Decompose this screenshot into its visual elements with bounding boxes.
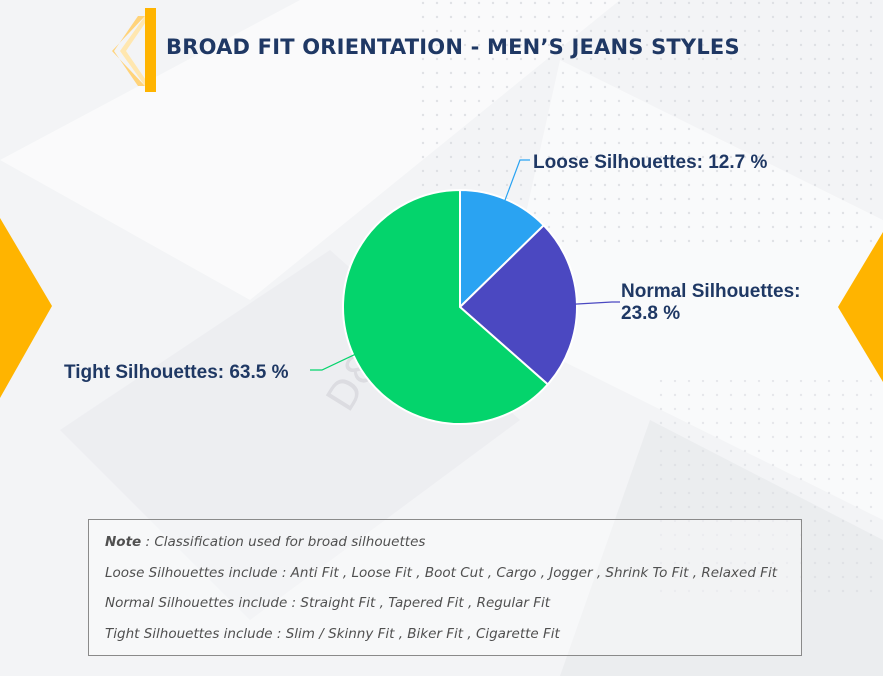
note-box: Note : Classification used for broad sil… bbox=[88, 519, 802, 656]
slice-label-loose: Loose Silhouettes: 12.7 % bbox=[533, 152, 768, 173]
slice-label-normal-line1: Normal Silhouettes: bbox=[621, 281, 801, 302]
right-accent-shape bbox=[838, 232, 883, 382]
note-line-tight: Tight Silhouettes include : Slim / Skinn… bbox=[105, 626, 560, 642]
slice-label-tight: Tight Silhouettes: 63.5 % bbox=[64, 362, 289, 383]
slice-label-normal-line2: 23.8 % bbox=[621, 303, 681, 324]
note-line-normal: Normal Silhouettes include : Straight Fi… bbox=[105, 595, 551, 611]
note-key: Note bbox=[105, 534, 142, 550]
note-text: : Classification used for broad silhouet… bbox=[141, 534, 426, 550]
note-line-1: Note : Classification used for broad sil… bbox=[105, 534, 425, 550]
leader-line-loose bbox=[504, 159, 530, 202]
title-accent-bar bbox=[145, 8, 156, 92]
leader-line-tight bbox=[310, 353, 356, 371]
left-accent-shape bbox=[0, 218, 52, 398]
leader-line-normal bbox=[574, 301, 620, 305]
slice-label-normal: Normal Silhouettes: 23.8 % bbox=[621, 281, 800, 325]
note-line-loose: Loose Silhouettes include : Anti Fit , L… bbox=[105, 565, 777, 581]
page-title: BROAD FIT ORIENTATION - MEN’S JEANS STYL… bbox=[166, 35, 740, 59]
chevron-left-icon bbox=[112, 16, 150, 86]
